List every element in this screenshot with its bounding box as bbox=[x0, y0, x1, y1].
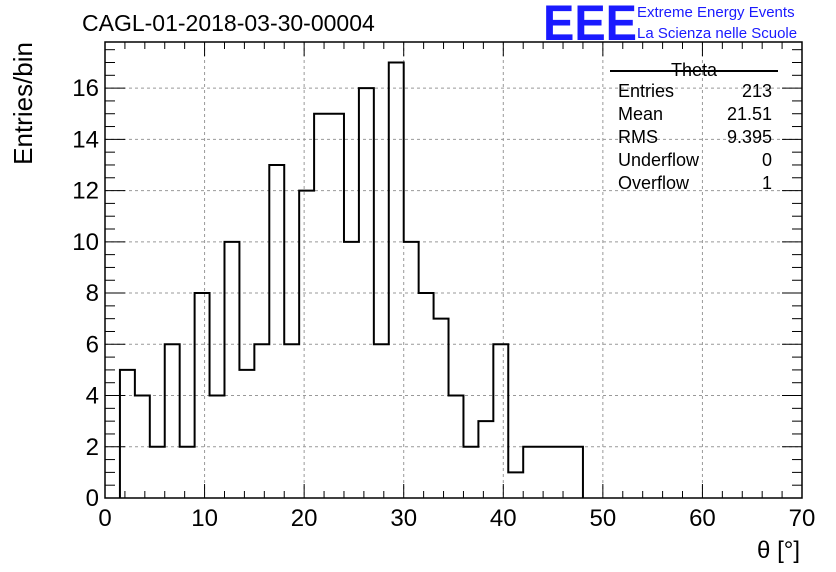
stats-title: Theta bbox=[670, 60, 718, 80]
histogram-bin bbox=[568, 447, 583, 498]
y-axis-label: Entries/bin bbox=[8, 42, 38, 165]
stats-row: Entries 213 bbox=[610, 80, 778, 103]
x-tick-label: 20 bbox=[291, 505, 318, 532]
stats-row-value: 9.395 bbox=[726, 127, 772, 147]
stats-row-label: Mean bbox=[618, 104, 664, 124]
stats-row-label: Overflow bbox=[618, 173, 690, 193]
y-tick-label: 0 bbox=[86, 485, 99, 512]
histogram-bin bbox=[180, 447, 195, 498]
y-tick-label: 16 bbox=[72, 75, 99, 102]
histogram-bin bbox=[359, 88, 374, 498]
histogram-bin bbox=[284, 344, 299, 498]
stats-row-value: 213 bbox=[741, 81, 772, 101]
histogram-bin bbox=[374, 344, 389, 498]
histogram-bin bbox=[538, 447, 553, 498]
stats-row-value: 1 bbox=[761, 173, 772, 193]
histogram-bin bbox=[404, 242, 419, 498]
histogram-bin bbox=[224, 242, 239, 498]
x-tick-labels: 0 10 20 30 40 50 60 70 bbox=[98, 505, 815, 532]
histogram-bin bbox=[553, 447, 568, 498]
stats-box: Theta Entries 213 Mean 21.51 RMS 9.395 Underfl… bbox=[610, 60, 778, 195]
histogram-bin bbox=[165, 344, 180, 498]
x-axis-label: θ [°] bbox=[757, 537, 800, 564]
stats-rows: Entries 213 Mean 21.51 RMS 9.395 Underflow 0 Ove… bbox=[610, 80, 778, 195]
logo-caption: Extreme Energy Events La Scienza nelle S… bbox=[637, 2, 797, 44]
x-tick-label: 40 bbox=[490, 505, 517, 532]
y-tick-labels: 0 2 4 6 8 10 12 14 16 bbox=[72, 75, 99, 512]
x-tick-label: 50 bbox=[590, 505, 617, 532]
plot-frame bbox=[104, 41, 803, 499]
stats-row-label: Entries bbox=[618, 81, 675, 101]
y-tick-label: 12 bbox=[72, 178, 99, 205]
y-tick-label: 8 bbox=[86, 280, 99, 307]
stats-row-label: Underflow bbox=[618, 150, 700, 170]
histogram-bin bbox=[120, 370, 135, 498]
stats-row: RMS 9.395 bbox=[610, 126, 778, 149]
histogram-bin bbox=[523, 447, 538, 498]
y-tick-label: 14 bbox=[72, 126, 99, 153]
stats-row-value: 21.51 bbox=[726, 104, 772, 124]
histogram-bin bbox=[239, 370, 254, 498]
histogram-bin bbox=[195, 293, 210, 498]
histogram-bin bbox=[419, 293, 434, 498]
stats-row: Mean 21.51 bbox=[610, 103, 778, 126]
y-tick-label: 4 bbox=[86, 383, 99, 410]
x-tick-label: 0 bbox=[98, 505, 111, 532]
histogram-outline bbox=[118, 61, 584, 498]
x-tick-label: 30 bbox=[390, 505, 417, 532]
x-tick-label: 10 bbox=[191, 505, 218, 532]
histogram-bars bbox=[118, 61, 584, 498]
histogram-bin bbox=[508, 472, 523, 498]
stats-row: Underflow 0 bbox=[610, 149, 778, 172]
histogram-bin bbox=[299, 191, 314, 498]
histogram-bin bbox=[210, 396, 225, 498]
histogram-bin bbox=[269, 165, 284, 498]
histogram-bin bbox=[329, 114, 344, 498]
histogram-bin bbox=[493, 344, 508, 498]
stats-row: Overflow 1 bbox=[610, 172, 778, 195]
eee-logo-letters: EEE bbox=[543, 0, 637, 44]
logo-caption-line2: La Scienza nelle Scuole bbox=[637, 25, 798, 42]
histogram-bin bbox=[434, 319, 449, 498]
histogram-bin bbox=[254, 344, 269, 498]
chart-title: CAGL-01-2018-03-30-00004 bbox=[82, 10, 375, 36]
histogram-bin bbox=[135, 396, 150, 498]
histogram-bin bbox=[463, 447, 478, 498]
eee-logo: EEE bbox=[543, 0, 637, 44]
histogram-bin bbox=[478, 421, 493, 498]
logo-caption-line1: Extreme Energy Events bbox=[637, 4, 795, 21]
stats-row-label: RMS bbox=[618, 127, 658, 147]
x-tick-label: 60 bbox=[689, 505, 716, 532]
x-tick-label: 70 bbox=[789, 505, 816, 532]
stats-row-value: 0 bbox=[761, 150, 772, 170]
histogram-bin bbox=[389, 62, 404, 498]
histogram-bin bbox=[449, 396, 464, 498]
histogram-bin bbox=[314, 114, 329, 498]
y-tick-label: 6 bbox=[86, 331, 99, 358]
y-tick-label: 2 bbox=[86, 434, 99, 461]
histogram-bin bbox=[150, 447, 165, 498]
histogram-bin bbox=[344, 242, 359, 498]
axis-ticks bbox=[104, 42, 803, 499]
y-tick-label: 10 bbox=[72, 229, 99, 256]
